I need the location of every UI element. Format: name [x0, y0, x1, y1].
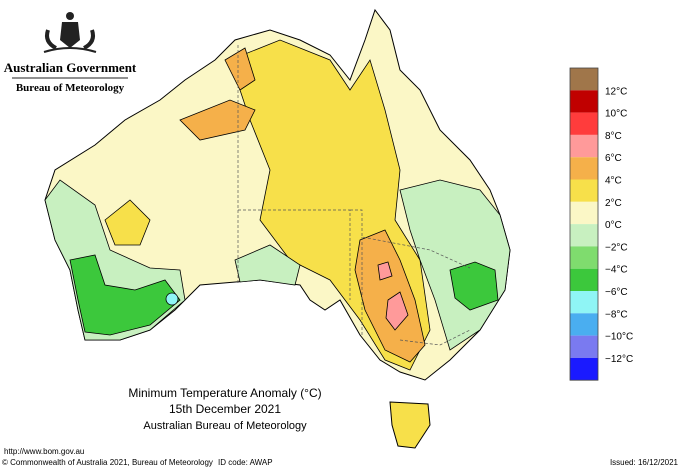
footer-issued: Issued: 16/12/2021 [610, 458, 679, 467]
agency-name: Bureau of Meteorology [16, 82, 125, 94]
legend-swatch [570, 112, 598, 135]
orange-region [354, 229, 426, 363]
legend-swatch [570, 179, 598, 202]
government-name: Australian Government [4, 60, 137, 75]
map-source: Australian Bureau of Meteorology [143, 420, 307, 432]
green-central [234, 244, 301, 286]
legend-label: 2°C [605, 198, 622, 209]
legend-label: 10°C [605, 109, 627, 120]
legend-label: −2°C [605, 242, 628, 253]
legend-swatch [570, 357, 598, 381]
legend-swatch [570, 246, 598, 269]
legend-swatch [570, 313, 598, 336]
bright-green-west [69, 254, 181, 336]
map-date: 15th December 2021 [169, 402, 281, 416]
cyan-spot [165, 292, 179, 306]
pink-region-2 [377, 261, 393, 281]
legend-label: 4°C [605, 176, 622, 187]
footer-copyright: © Commonwealth of Australia 2021, Bureau… [2, 458, 213, 467]
legend-label: −4°C [605, 265, 628, 276]
yellow-region-2 [104, 199, 151, 246]
orange-region-2 [179, 99, 256, 141]
coat-of-arms [43, 12, 97, 53]
legend-swatch [570, 134, 598, 158]
legend-swatch [570, 90, 598, 113]
green-east [399, 179, 511, 351]
map-title: Minimum Temperature Anomaly (°C) [128, 386, 321, 400]
legend-label: 0°C [605, 220, 622, 231]
legend-swatch [570, 268, 598, 291]
legend-label: −6°C [605, 287, 628, 298]
legend-swatch [570, 68, 598, 91]
legend: 12°C 10°C 8°C 6°C 4°C 2°C 0°C −2°C −4°C −6°C −8°C −… [569, 67, 633, 381]
legend-label: 8°C [605, 131, 622, 142]
pink-region [385, 291, 409, 331]
legend-swatch [570, 291, 598, 314]
legend-swatch [570, 224, 598, 247]
footer-id-code: ID code: AWAP [218, 458, 273, 467]
legend-label: −8°C [605, 309, 628, 320]
legend-frame [569, 67, 599, 381]
legend-label: −12°C [605, 354, 633, 365]
legend-label: −10°C [605, 332, 633, 343]
legend-label: 12°C [605, 86, 627, 97]
map [44, 8, 511, 449]
legend-swatch [570, 157, 598, 180]
state-borders [237, 45, 471, 346]
legend-swatch [570, 335, 598, 358]
legend-swatch [570, 201, 598, 225]
footer-url: http://www.bom.gov.au [4, 447, 84, 456]
bright-green-east [449, 261, 499, 311]
tasmania [389, 401, 431, 449]
legend-label: 6°C [605, 153, 622, 164]
